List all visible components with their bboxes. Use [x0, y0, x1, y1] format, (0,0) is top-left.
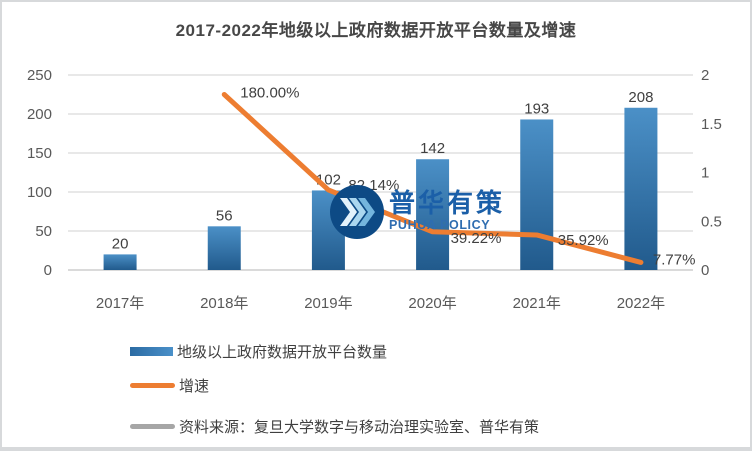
category-label: 2020年	[408, 295, 456, 312]
bar-value-label: 193	[524, 100, 549, 117]
left-axis-tick-label: 200	[27, 106, 52, 123]
legend-line-swatch	[130, 383, 175, 388]
source-text: 资料来源：复旦大学数字与移动治理实验室、普华有策	[179, 419, 540, 436]
right-axis-tick-label: 1	[701, 165, 709, 182]
bar-2020年	[416, 159, 450, 270]
watermark-brand-en: PUHUA POLICY	[389, 218, 491, 232]
bar-2018年	[207, 226, 241, 270]
bar-2021年	[520, 119, 554, 271]
chart-title: 2017-2022年地级以上政府数据开放平台数量及增速	[175, 21, 577, 40]
category-label: 2021年	[513, 295, 561, 312]
bar-value-label: 20	[112, 235, 129, 252]
legend-item-bars: 地级以上政府数据开放平台数量	[130, 341, 387, 362]
bar-value-label: 56	[216, 207, 233, 224]
watermark-brand-cn: 普华有策	[389, 188, 506, 218]
growth-line	[221, 92, 644, 265]
legend-item-source: 资料来源：复旦大学数字与移动治理实验室、普华有策	[130, 416, 539, 437]
right-axis-tick-label: 2	[701, 67, 709, 84]
line-value-label: 35.92%	[558, 232, 609, 249]
left-axis-tick-label: 50	[35, 223, 52, 240]
watermark: 普华有策 PUHUA POLICY	[329, 184, 505, 240]
left-axis-tick-label: 150	[27, 145, 52, 162]
left-axis-tick-label: 0	[44, 262, 52, 279]
legend-source-swatch	[130, 424, 175, 429]
bar-value-label: 208	[628, 89, 653, 106]
line-value-label: 180.00%	[240, 85, 299, 102]
right-axis-tick-label: 0	[701, 262, 709, 279]
chart-plot-area: 250 200 150 100 50 0 2 1.5 1 0.5 0 2017年 2018年 2019年 2…	[27, 67, 722, 312]
left-axis-tick-label: 100	[27, 184, 52, 201]
legend-line-label: 增速	[179, 378, 210, 395]
line-value-label: 7.77%	[653, 251, 696, 268]
bar-2022年	[624, 107, 658, 270]
right-axis-tick-label: 0.5	[701, 213, 722, 230]
left-axis-tick-label: 250	[27, 67, 52, 84]
legend-bar-label: 地级以上政府数据开放平台数量	[177, 344, 388, 361]
right-axis-tick-label: 1.5	[701, 116, 722, 133]
line-value-label: 39.22%	[451, 230, 502, 247]
legend-bar-swatch	[130, 347, 173, 356]
category-label: 2017年	[96, 295, 144, 312]
legend-item-line: 增速	[130, 375, 209, 396]
watermark-logo-icon	[330, 185, 384, 239]
bar-2017年	[103, 254, 137, 270]
bar-value-label: 142	[420, 140, 445, 157]
category-label: 2018年	[200, 295, 248, 312]
category-label: 2019年	[304, 295, 352, 312]
category-label: 2022年	[617, 295, 665, 312]
